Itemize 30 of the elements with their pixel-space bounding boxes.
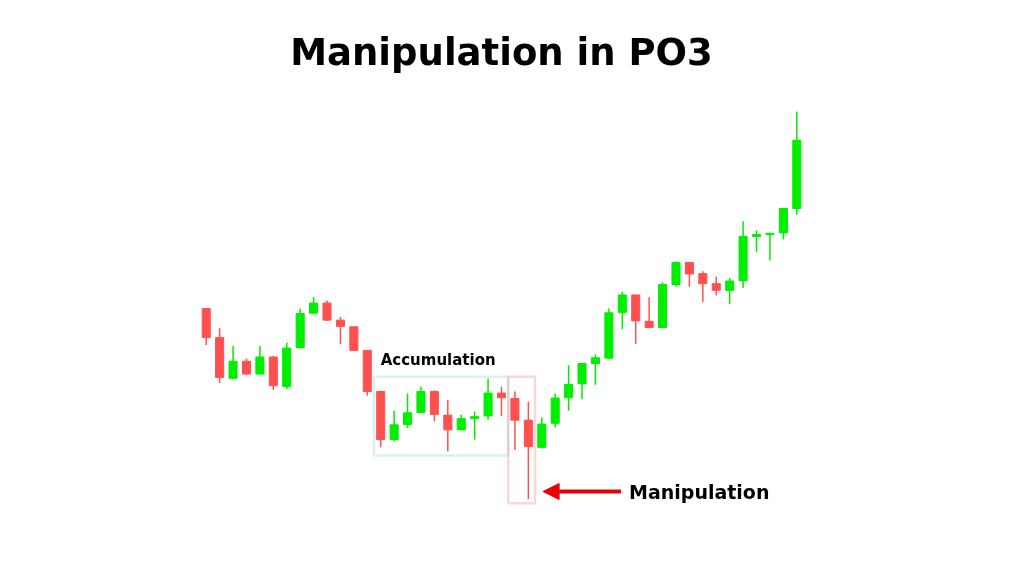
candlestick — [416, 385, 426, 414]
candlestick — [577, 362, 587, 400]
candlestick — [725, 277, 735, 306]
candlestick — [322, 299, 332, 322]
candlestick — [752, 229, 762, 254]
candlestick — [765, 232, 775, 262]
candlestick — [349, 325, 359, 352]
candlestick — [711, 275, 721, 297]
candlestick — [403, 392, 413, 429]
candlestick — [429, 389, 439, 423]
candlestick — [483, 377, 493, 421]
candlestick — [644, 296, 654, 329]
candlestick — [617, 291, 627, 330]
candlestick — [684, 261, 694, 288]
annotation: Manipulation — [629, 480, 770, 503]
candlestick — [335, 316, 345, 345]
candlestick — [590, 353, 600, 386]
annotation: Accumulation — [380, 351, 496, 369]
candlestick — [228, 345, 238, 381]
candlestick — [671, 260, 681, 288]
candlestick — [443, 399, 453, 453]
candlestick — [470, 410, 480, 441]
chart-title: Manipulation in PO3 — [290, 30, 713, 74]
candlestick — [389, 410, 399, 443]
candlestick — [496, 386, 507, 418]
candlestick — [537, 416, 547, 450]
candlestick — [255, 345, 265, 375]
candlestick — [698, 270, 708, 303]
candlestick — [564, 364, 574, 412]
candlestick — [510, 390, 520, 451]
